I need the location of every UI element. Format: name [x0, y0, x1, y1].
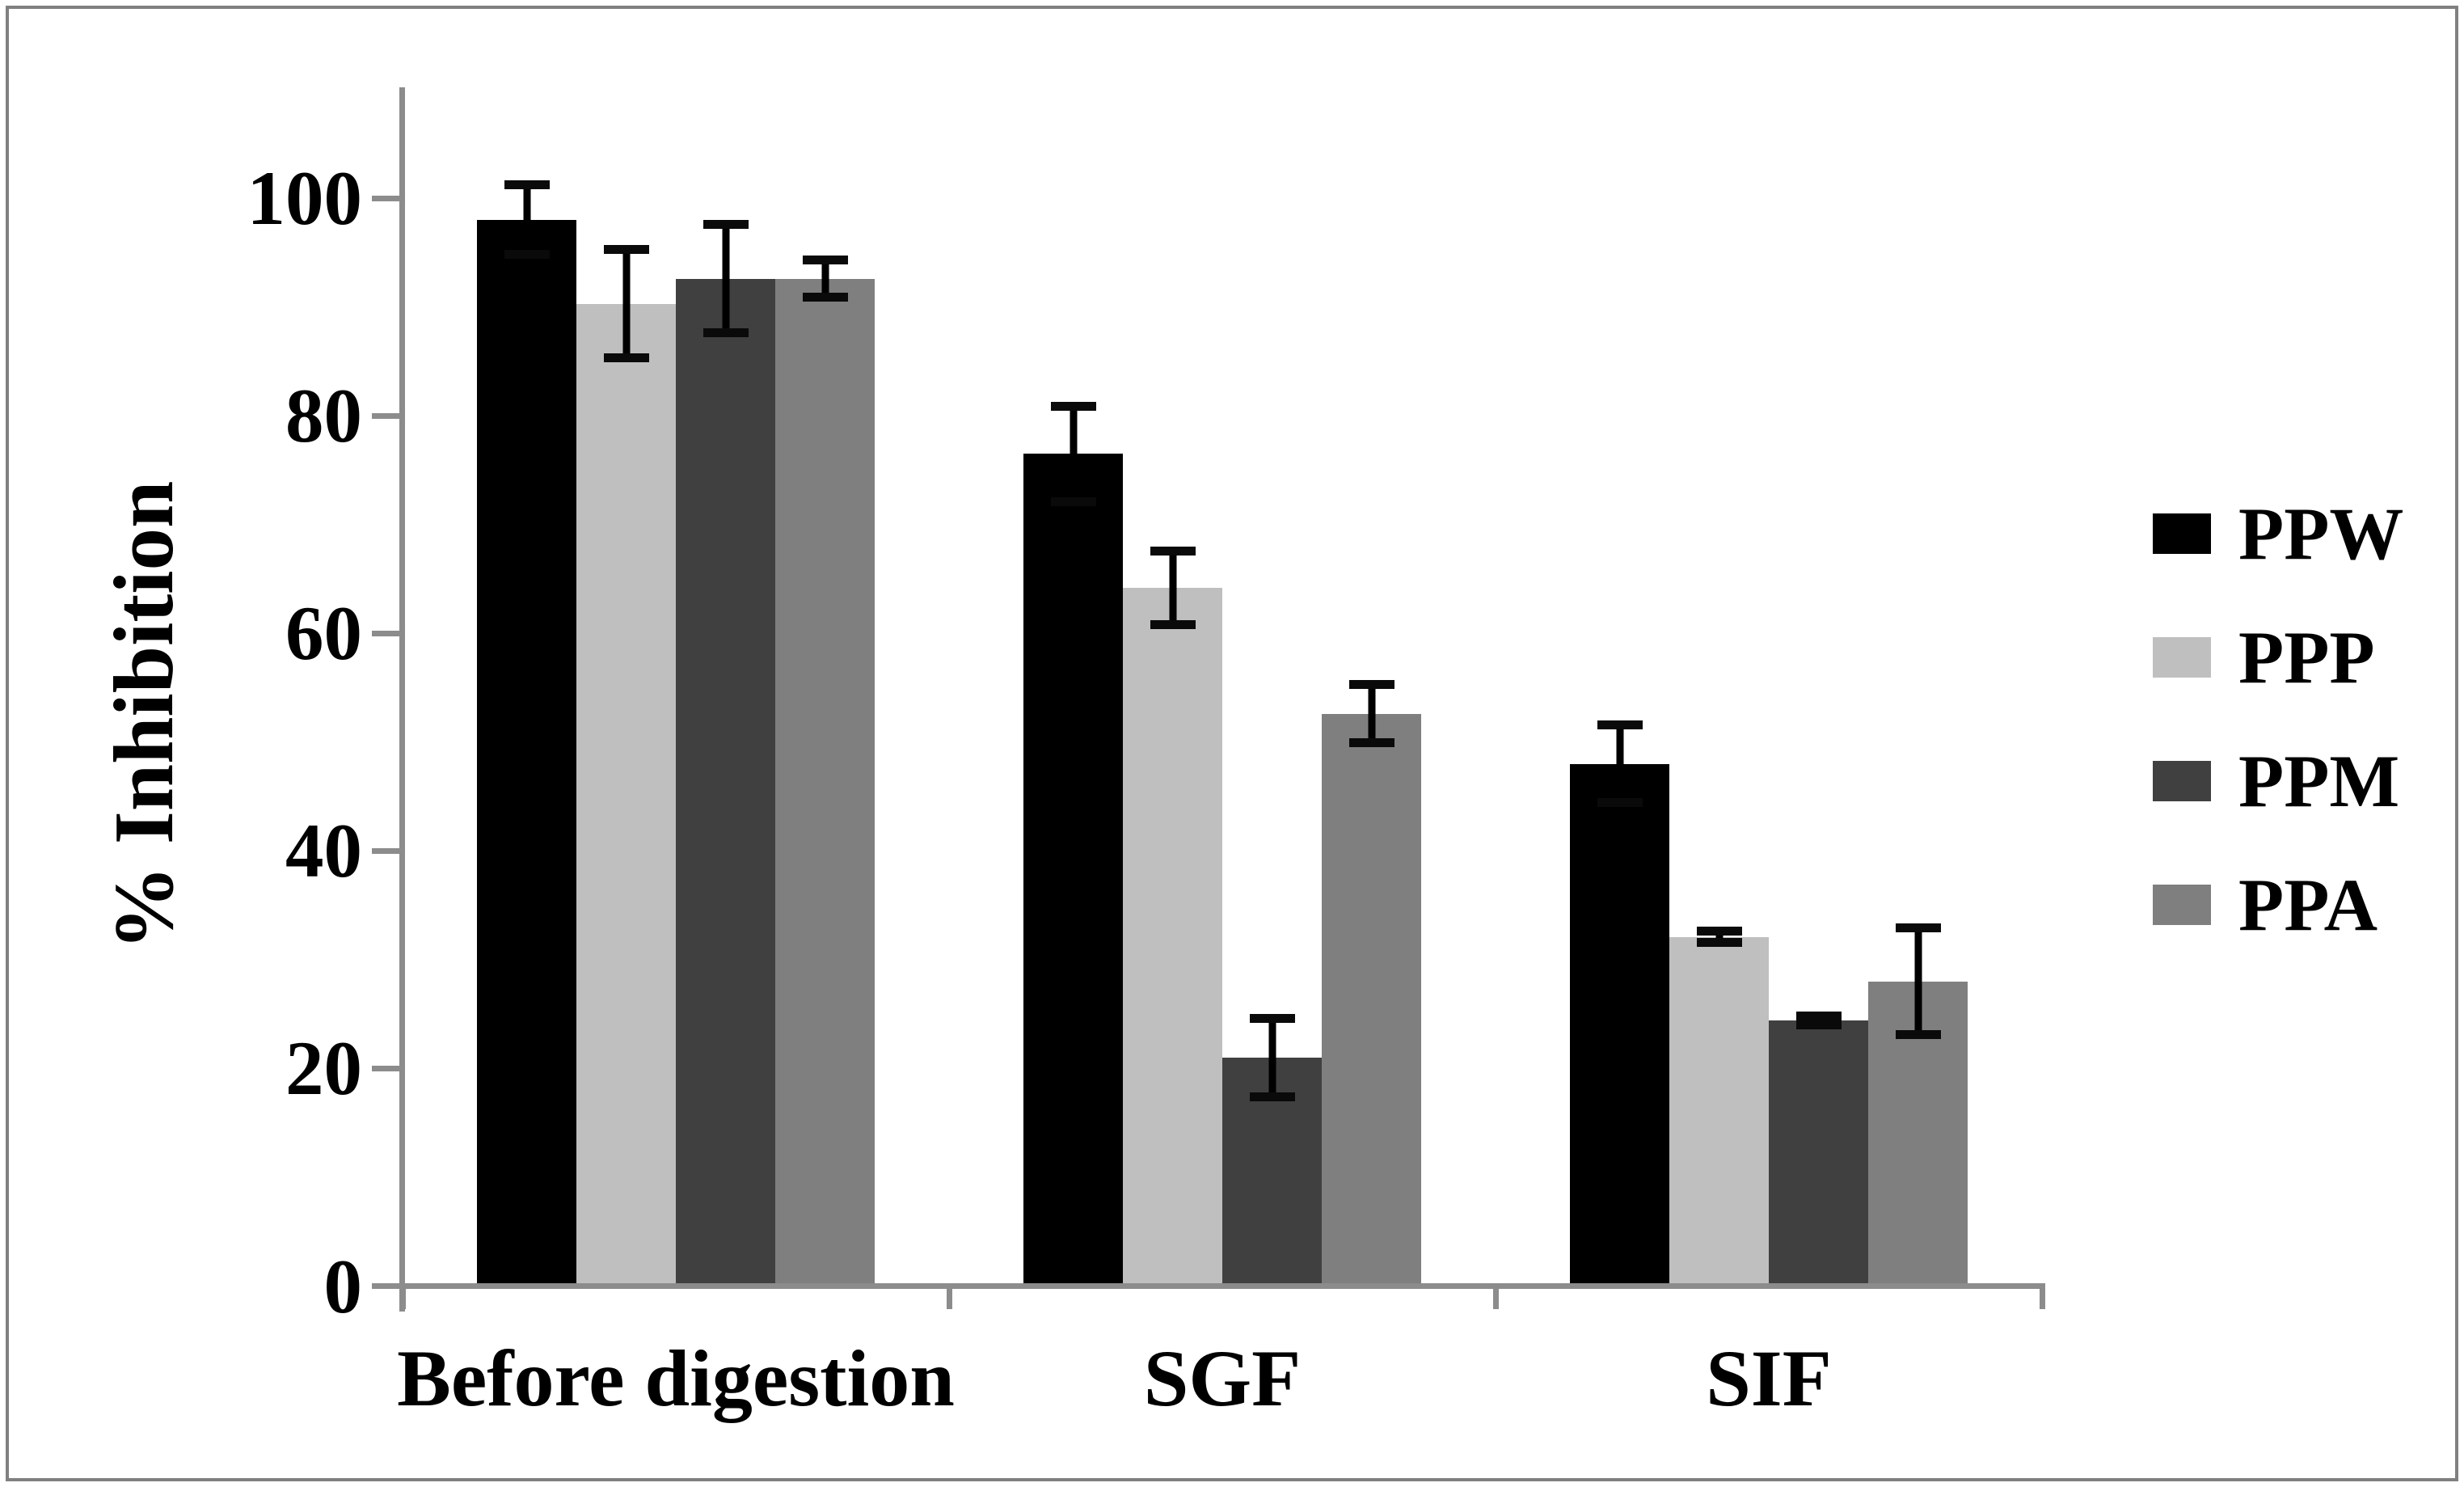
x-tick	[947, 1283, 952, 1309]
legend-item-ppa: PPA	[2153, 868, 2378, 942]
error-whisker	[622, 244, 630, 363]
legend-label-ppw: PPW	[2238, 492, 2404, 575]
error-cap-bottom	[1895, 1030, 1941, 1040]
legend-item-ppp: PPP	[2153, 620, 2375, 695]
error-cap-bottom	[1050, 496, 1096, 506]
error-cap-top	[1597, 720, 1643, 729]
error-cap-top	[1895, 923, 1941, 933]
y-tick	[372, 630, 399, 636]
error-bar-ppm-0	[702, 219, 749, 338]
error-cap-bottom	[603, 353, 649, 363]
y-tick	[372, 1283, 399, 1289]
y-tick	[372, 412, 399, 419]
error-bar-ppm-2	[1795, 1012, 1842, 1029]
error-cap-bottom	[702, 328, 749, 338]
bar-ppm-2	[1769, 1020, 1868, 1283]
error-cap-top	[1249, 1014, 1295, 1024]
error-bar-ppp-0	[603, 244, 649, 363]
error-bar-ppw-0	[504, 180, 550, 260]
error-whisker	[1914, 923, 1922, 1040]
bar-ppw-0	[477, 219, 576, 1283]
error-bar-ppa-2	[1895, 923, 1941, 1040]
bar-ppp-1	[1123, 587, 1222, 1283]
error-whisker	[1268, 1014, 1276, 1101]
error-whisker	[1616, 720, 1623, 808]
y-tick-label: 20	[285, 1025, 362, 1112]
error-cap-top	[603, 244, 649, 254]
error-bar-ppa-0	[802, 256, 848, 302]
error-cap-bottom	[1597, 798, 1643, 808]
bar-ppa-0	[775, 278, 875, 1283]
y-axis-line	[399, 87, 405, 1312]
x-axis-line	[399, 1283, 2041, 1289]
legend-label-ppa: PPA	[2238, 864, 2378, 946]
error-cap-bottom	[802, 292, 848, 302]
error-whisker	[523, 180, 530, 260]
error-whisker	[1070, 401, 1077, 506]
bar-ppm-0	[676, 278, 775, 1283]
y-tick	[372, 195, 399, 201]
error-cap-bottom	[1150, 619, 1196, 629]
error-cap-bottom	[1795, 1020, 1842, 1029]
y-tick	[372, 847, 399, 854]
x-tick	[1493, 1283, 1499, 1309]
error-cap-top	[1150, 546, 1196, 556]
y-tick-label: 80	[285, 373, 362, 459]
bar-ppp-2	[1669, 936, 1769, 1283]
error-whisker	[1368, 680, 1375, 748]
error-whisker	[1169, 546, 1176, 629]
error-whisker	[1715, 927, 1723, 947]
error-cap-top	[702, 219, 749, 229]
error-cap-top	[1050, 401, 1096, 411]
x-tick	[2040, 1283, 2045, 1309]
error-cap-bottom	[504, 250, 550, 260]
x-tick	[400, 1283, 406, 1309]
y-tick-label: 40	[285, 808, 362, 894]
bar-ppw-2	[1570, 763, 1669, 1283]
error-bar-ppm-1	[1249, 1014, 1295, 1101]
bar-ppa-1	[1322, 713, 1421, 1283]
error-bar-ppp-1	[1150, 546, 1196, 629]
error-cap-top	[504, 180, 550, 190]
error-bar-ppa-1	[1348, 680, 1394, 748]
bar-ppp-0	[576, 303, 676, 1283]
legend-item-ppm: PPM	[2153, 744, 2399, 818]
error-cap-bottom	[1348, 738, 1394, 748]
error-cap-bottom	[1249, 1092, 1295, 1101]
legend-label-ppm: PPM	[2238, 740, 2400, 822]
legend-swatch-ppp	[2153, 637, 2211, 678]
error-whisker	[722, 219, 729, 338]
error-bar-ppw-1	[1050, 401, 1096, 506]
legend-swatch-ppw	[2153, 513, 2211, 554]
legend-swatch-ppa	[2153, 885, 2211, 925]
legend-swatch-ppm	[2153, 761, 2211, 801]
error-cap-top	[1348, 680, 1394, 690]
legend-label-ppp: PPP	[2238, 616, 2375, 699]
error-bar-ppw-2	[1597, 720, 1643, 808]
error-bar-ppp-2	[1696, 927, 1742, 947]
y-tick-label: 0	[323, 1243, 363, 1329]
x-category-label-1: SGF	[1143, 1333, 1302, 1423]
y-tick	[372, 1065, 399, 1071]
x-category-label-2: SIF	[1706, 1333, 1832, 1423]
y-tick-label: 100	[247, 155, 363, 241]
x-category-label-0: Before digestion	[397, 1333, 955, 1423]
error-cap-top	[1696, 927, 1742, 936]
bar-ppw-1	[1023, 454, 1123, 1283]
y-tick-label: 60	[285, 590, 362, 677]
error-cap-top	[802, 256, 848, 265]
legend-item-ppw: PPW	[2153, 496, 2403, 571]
error-whisker	[821, 256, 829, 302]
error-cap-top	[1795, 1012, 1842, 1021]
error-cap-bottom	[1696, 937, 1742, 947]
